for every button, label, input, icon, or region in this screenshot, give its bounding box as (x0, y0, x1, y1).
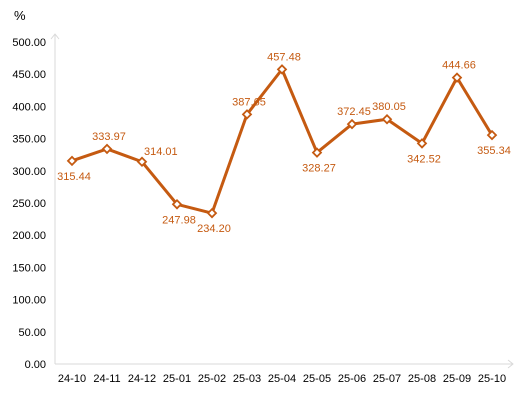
data-label: 314.01 (144, 146, 178, 158)
data-point-marker (276, 64, 288, 75)
x-tick-label: 25-06 (338, 373, 366, 385)
data-point-marker (241, 109, 253, 120)
data-point-marker (171, 199, 183, 210)
y-tick-label: 0.00 (25, 359, 46, 371)
y-tick-label: 100.00 (12, 295, 46, 307)
data-point-marker (206, 207, 218, 219)
y-tick-label: 500.00 (12, 37, 46, 49)
series-line-path (70, 67, 494, 215)
data-point-marker (311, 147, 323, 158)
x-tick-label: 24-12 (128, 373, 156, 385)
y-axis-arrow (50, 33, 60, 40)
x-tick-label: 25-03 (233, 373, 261, 385)
y-tick-labels: 0.00 50.00 100.00 150.00 200.00 250.00 300.00 3… (12, 37, 46, 371)
x-tick-label: 25-04 (268, 373, 296, 385)
y-tick-label: 350.00 (12, 134, 46, 146)
data-point-marker (486, 129, 498, 141)
data-label: 234.20 (197, 223, 231, 235)
y-axis-unit-label: % (14, 8, 26, 23)
y-tick-label: 300.00 (12, 166, 46, 178)
axes (50, 33, 514, 369)
x-axis-arrow (507, 359, 514, 369)
series-line (70, 67, 494, 215)
data-point-marker (101, 143, 113, 155)
y-tick-label: 450.00 (12, 69, 46, 81)
data-label: 355.34 (477, 145, 511, 157)
data-label: 380.05 (372, 101, 406, 113)
data-point-marker (416, 138, 428, 149)
series-markers (66, 64, 498, 219)
x-tick-label: 25-08 (408, 373, 436, 385)
x-tick-label: 24-11 (93, 373, 120, 385)
x-tick-label: 24-10 (58, 373, 86, 385)
data-label: 372.45 (337, 106, 371, 118)
data-label: 315.44 (57, 171, 91, 183)
data-label: 387.65 (232, 96, 266, 108)
data-label: 444.66 (442, 60, 476, 72)
y-tick-label: 200.00 (12, 230, 46, 242)
y-tick-label: 50.00 (18, 327, 46, 339)
y-tick-label: 250.00 (12, 198, 46, 210)
data-label: 328.27 (302, 163, 336, 175)
data-label: 457.48 (267, 51, 301, 63)
data-label: 247.98 (162, 214, 196, 226)
x-tick-label: 25-10 (478, 373, 506, 385)
x-tick-label: 25-07 (373, 373, 401, 385)
data-label: 342.52 (407, 153, 441, 165)
data-point-marker (451, 72, 463, 83)
data-label: 333.97 (92, 131, 126, 143)
y-tick-label: 150.00 (12, 262, 46, 274)
x-tick-label: 25-01 (163, 373, 191, 385)
data-point-marker (136, 156, 148, 168)
x-tick-label: 25-02 (198, 373, 226, 385)
x-tick-label: 25-05 (303, 373, 331, 385)
x-tick-labels: 24-10 24-11 24-12 25-01 25-02 25-03 25-04 25-05… (58, 373, 506, 385)
data-point-marker (346, 118, 358, 130)
data-point-marker (381, 113, 393, 125)
data-point-marker (66, 155, 78, 167)
y-tick-label: 400.00 (12, 101, 46, 113)
x-tick-label: 25-09 (443, 373, 471, 385)
